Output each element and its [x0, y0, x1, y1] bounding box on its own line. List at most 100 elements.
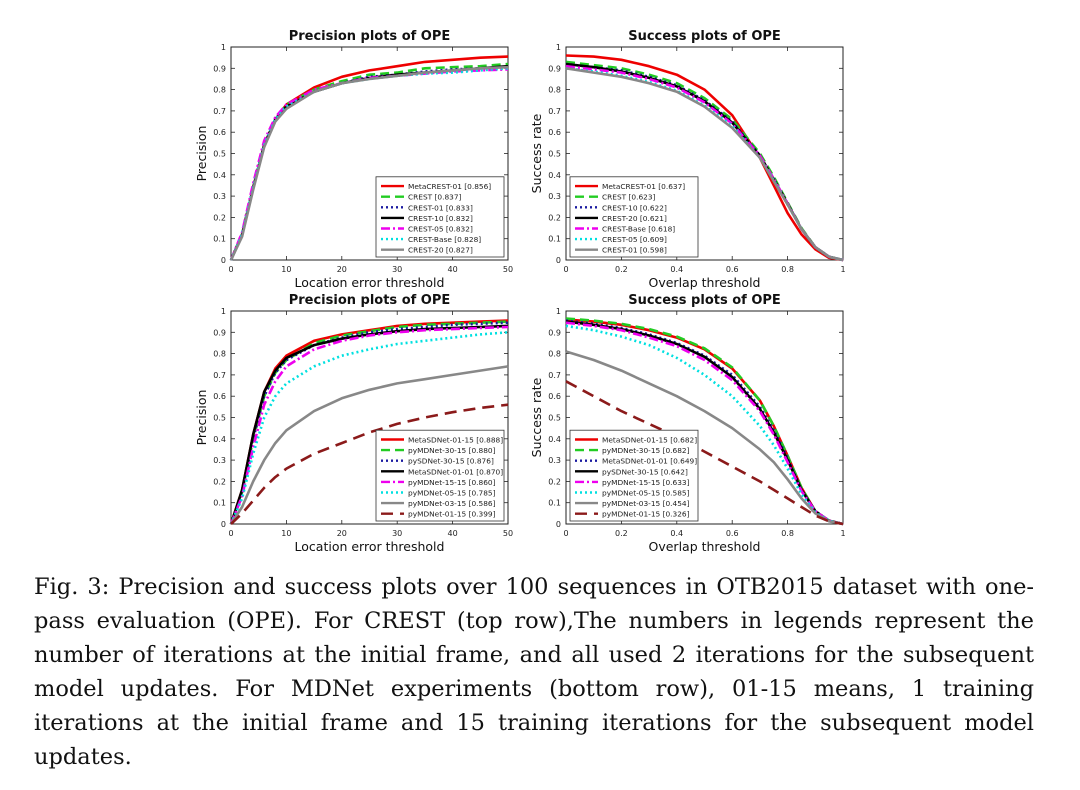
y-tick-label: 0.4	[213, 435, 226, 444]
chart-title: Precision plots of OPE	[289, 293, 451, 308]
y-tick-label: 1	[556, 307, 561, 316]
y-tick-label: 0.3	[548, 456, 561, 465]
y-tick-label: 0.1	[548, 499, 561, 508]
legend-entry: pyMDNet-03-15 [0.454]	[602, 499, 690, 508]
y-tick-label: 0.5	[548, 414, 561, 423]
x-tick-label: 1	[840, 265, 845, 274]
figure-caption: Fig. 3: Precision and success plots over…	[34, 574, 1034, 770]
y-tick-label: 1	[221, 307, 226, 316]
y-tick-label: 0	[221, 256, 226, 265]
legend-entry: CREST-01 [0.598]	[602, 246, 667, 255]
series-line-6	[565, 324, 844, 526]
y-tick-label: 0.1	[548, 235, 561, 244]
legend-entry: pyMDNet-01-15 [0.399]	[408, 510, 496, 519]
series-line-2	[229, 320, 509, 525]
legend-entry: CREST [0.623]	[602, 193, 656, 202]
y-tick-label: 0.9	[213, 64, 226, 73]
y-tick-label: 0	[221, 520, 226, 529]
y-tick-label: 0.7	[213, 371, 226, 380]
series-line-7	[565, 350, 844, 526]
series-line-8	[230, 403, 509, 525]
x-tick-label: 0.4	[670, 265, 683, 274]
legend-entry: CREST-Base [0.828]	[408, 235, 481, 244]
x-tick-label: 10	[281, 265, 291, 274]
x-tick-label: 10	[281, 529, 291, 538]
series-line-7	[229, 365, 509, 525]
y-tick-label: 0.4	[548, 171, 561, 180]
legend-entry: pyMDNet-30-15 [0.880]	[408, 446, 496, 455]
x-tick-label: 0.2	[615, 265, 628, 274]
series-line-7	[229, 65, 509, 261]
series-line-6	[229, 331, 509, 525]
y-tick-label: 0.2	[548, 477, 561, 486]
chart-panel-3: Precision plots of OPE 0 0.1 0.2 0.3 0.4 0.5 0.…	[194, 293, 513, 554]
legend: MetaCREST-01 [0.637] CREST [0.623]CREST-1…	[569, 176, 699, 258]
y-tick-label: 0.5	[548, 150, 561, 159]
y-tick-label: 0.5	[213, 414, 226, 423]
series-line-8	[565, 380, 844, 526]
x-tick-label: 30	[392, 265, 402, 274]
y-axis-label: Precision	[194, 126, 209, 182]
legend-entry: CREST-20 [0.827]	[408, 246, 473, 255]
legend-entry: pyMDNet-15-15 [0.860]	[408, 478, 496, 487]
y-tick-label: 0.8	[548, 350, 561, 359]
y-tick-label: 1	[556, 43, 561, 52]
legend-entry: pyMDNet-05-15 [0.585]	[602, 489, 690, 498]
y-tick-label: 0.9	[548, 64, 561, 73]
chart-panel-2: Success plots of OPE 0 0.1 0.2 0.3 0.4 0.5 0.6 0…	[529, 29, 846, 290]
legend-entry: pySDNet-30-15 [0.642]	[602, 467, 688, 476]
y-tick-label: 0.3	[213, 192, 226, 201]
series-line-7	[565, 67, 844, 262]
y-tick-label: 0.3	[213, 456, 226, 465]
y-tick-label: 1	[221, 43, 226, 52]
y-tick-label: 0.2	[213, 477, 226, 486]
y-tick-label: 0	[556, 520, 561, 529]
chart-title: Success plots of OPE	[628, 29, 781, 44]
legend-entry: CREST-10 [0.622]	[602, 203, 667, 212]
x-tick-label: 40	[448, 529, 458, 538]
legend-entry: CREST-20 [0.621]	[602, 214, 667, 223]
series-line-4	[229, 324, 509, 525]
legend-box	[569, 429, 699, 522]
legend-entry: MetaSDNet-01-15 [0.682]	[602, 436, 697, 445]
x-tick-label: 0	[563, 265, 568, 274]
x-tick-label: 0	[563, 529, 568, 538]
y-tick-label: 0.7	[213, 107, 226, 116]
y-axis-label: Success rate	[529, 377, 544, 457]
figure-panel-grid: Precision plots of OPE 0 0.1 0.2 0.3 0.4 0.5 0.…	[194, 29, 846, 554]
legend-entry: MetaCREST-01 [0.856]	[408, 182, 491, 191]
y-tick-label: 0.9	[548, 328, 561, 337]
x-tick-label: 20	[337, 265, 347, 274]
y-tick-label: 0.8	[548, 86, 561, 95]
x-tick-label: 50	[503, 265, 513, 274]
legend-entry: pyMDNet-01-15 [0.326]	[602, 510, 690, 519]
x-tick-label: 30	[392, 529, 402, 538]
x-tick-label: 20	[337, 529, 347, 538]
x-tick-label: 0.8	[781, 265, 794, 274]
x-tick-label: 1	[840, 529, 845, 538]
x-tick-label: 0.4	[670, 529, 683, 538]
x-tick-label: 0.6	[726, 265, 739, 274]
legend-entry: CREST-01 [0.833]	[408, 203, 473, 212]
y-tick-label: 0.4	[213, 171, 226, 180]
x-axis-label: Location error threshold	[295, 275, 445, 290]
legend-entry: pyMDNet-30-15 [0.682]	[602, 446, 690, 455]
legend-entry: MetaSDNet-01-01 [0.649]	[602, 457, 697, 466]
x-axis-label: Overlap threshold	[649, 275, 761, 290]
series-line-5	[229, 325, 509, 525]
legend-entry: CREST-Base [0.618]	[602, 225, 675, 234]
legend-entry: CREST-05 [0.832]	[408, 225, 473, 234]
y-tick-label: 0.3	[548, 192, 561, 201]
y-tick-label: 0.1	[213, 499, 226, 508]
y-tick-label: 0.6	[213, 392, 226, 401]
y-tick-label: 0.4	[548, 435, 561, 444]
y-tick-label: 0.6	[548, 392, 561, 401]
chart-panel-1: Precision plots of OPE 0 0.1 0.2 0.3 0.4 0.5 0.…	[194, 29, 513, 290]
y-tick-label: 0.6	[213, 128, 226, 137]
legend-box	[375, 429, 505, 522]
y-tick-label: 0.7	[548, 107, 561, 116]
legend: MetaSDNet-01-15 [0.888]pyMDNet-30-15 [0.…	[375, 429, 505, 522]
legend: MetaCREST-01 [0.856]CREST [0.837]CREST-0…	[375, 176, 505, 258]
x-tick-label: 0	[228, 529, 233, 538]
legend-entry: CREST-05 [0.609]	[602, 235, 667, 244]
